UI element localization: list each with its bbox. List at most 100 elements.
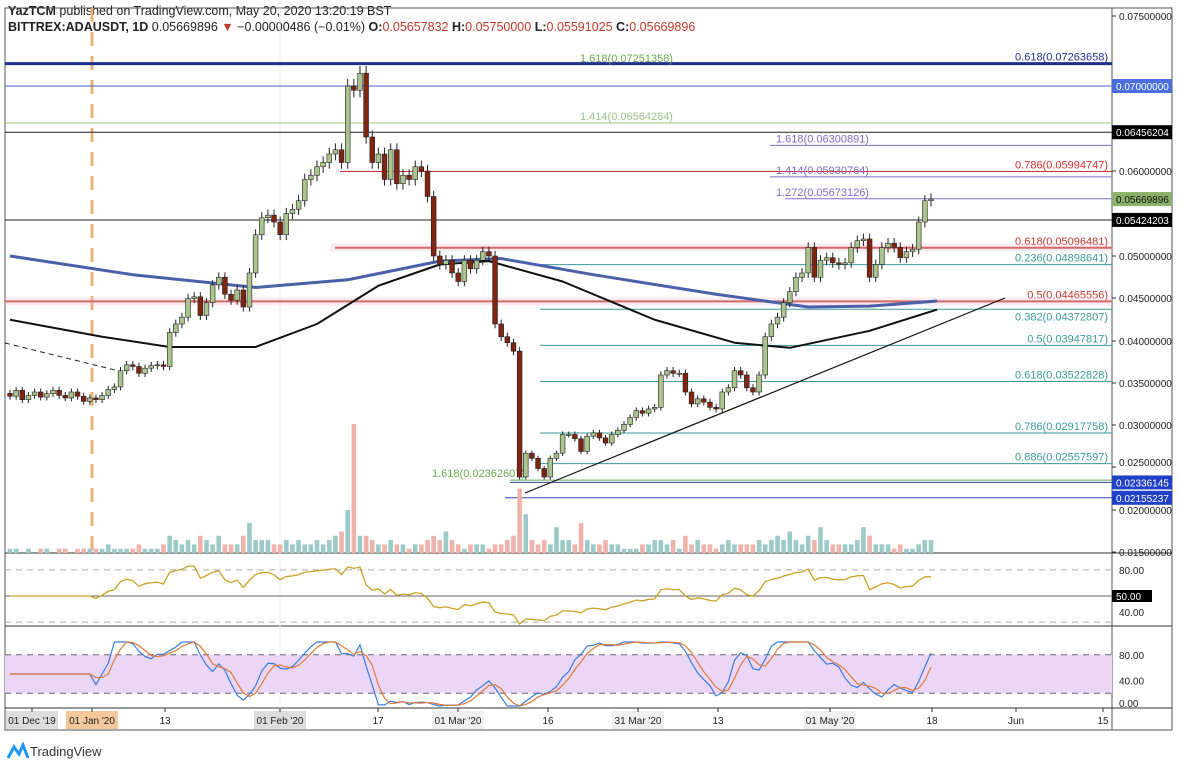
candle-down: [338, 149, 345, 163]
candle-up: [817, 259, 824, 278]
volume-bar: [308, 544, 314, 553]
candle-up: [99, 395, 105, 400]
volume-bar: [609, 544, 615, 553]
candle-down: [93, 397, 99, 400]
volume-bar: [320, 544, 326, 553]
current-price-label: 0.05669896: [1116, 195, 1169, 206]
volume-bar: [75, 548, 80, 553]
candle-up: [756, 374, 762, 393]
ascending-trendline: [524, 297, 1006, 494]
candle-up: [780, 302, 787, 318]
candle-down: [504, 336, 511, 343]
volume-bar: [658, 540, 664, 553]
volume-bar: [535, 544, 541, 553]
volume-bar: [769, 540, 774, 553]
tradingview-logo[interactable]: TradingView: [6, 742, 102, 760]
candle-down: [510, 342, 517, 352]
candle-down: [516, 350, 523, 478]
stoch-d-line: [10, 641, 932, 707]
candle-up: [473, 259, 480, 270]
volume-bar: [805, 535, 811, 553]
rsi-tick-label: 40.00: [1119, 608, 1144, 619]
volume-bar: [873, 544, 879, 553]
volume-bar: [621, 548, 627, 553]
volume-bar: [603, 540, 608, 553]
candle-up: [344, 85, 351, 163]
price-tick-label: 0.02000000: [1119, 506, 1172, 517]
candle-up: [848, 247, 854, 264]
candle-up: [621, 423, 627, 431]
candle-up: [302, 179, 308, 202]
candle-up: [461, 259, 468, 282]
volume-bar: [738, 544, 743, 553]
volume-bar: [486, 548, 492, 553]
candle-up: [922, 200, 928, 223]
high-label: H:: [451, 20, 466, 34]
time-tick-label: 15: [1097, 716, 1109, 727]
volume-bar: [363, 535, 369, 553]
candle-down: [56, 389, 62, 396]
volume-bar: [425, 540, 430, 553]
volume-bar: [627, 548, 633, 553]
volume-bar: [744, 544, 750, 553]
candle-up: [664, 370, 670, 376]
rsi-tag: [1112, 590, 1152, 602]
volume-bar: [339, 531, 344, 553]
price-tick-label: 0.06000000: [1119, 167, 1172, 178]
candle-down: [74, 391, 81, 397]
price-tick-label: 0.04500000: [1119, 294, 1172, 305]
volume-bar: [167, 535, 172, 553]
volume-bar: [351, 424, 357, 553]
symbol[interactable]: BITTREX:ADAUSDT, 1D: [8, 20, 149, 34]
price-change: −0.00000486 (−0.01%): [237, 20, 366, 34]
candle-up: [357, 72, 363, 91]
candle-down: [222, 276, 228, 295]
candle-up: [873, 264, 879, 278]
volume-bar: [701, 544, 707, 553]
price-tag: [1112, 475, 1172, 490]
volume-bar: [302, 544, 308, 553]
volume-bar: [787, 531, 793, 553]
price-tag-label: 0.02155237: [1116, 494, 1169, 505]
time-tick-label: 01 Jan '20: [69, 716, 115, 727]
candle-up: [412, 166, 418, 180]
candle-up: [774, 316, 781, 325]
volume-bar: [670, 540, 676, 553]
fib-level-label: 0.5(0.03947817): [1027, 333, 1108, 345]
volume-bar: [898, 544, 903, 553]
candle-up: [259, 217, 265, 236]
volume-bar: [277, 544, 283, 553]
time-tick-label: 01 Feb '20: [257, 716, 304, 727]
candle-down: [449, 259, 455, 274]
candle-up: [252, 234, 259, 274]
candle-up: [627, 417, 633, 425]
time-tick-label: 18: [926, 716, 938, 727]
volume-bar: [455, 544, 461, 553]
volume-bar: [345, 510, 350, 553]
time-label-box: [804, 711, 856, 729]
volume-bar: [234, 544, 240, 553]
volume-bar: [922, 540, 928, 553]
volume-bar: [333, 535, 338, 553]
rsi-tick-label: 80.00: [1119, 566, 1144, 577]
volume-bar: [578, 522, 584, 553]
candle-up: [633, 410, 639, 418]
candle-down: [572, 434, 578, 440]
candle-up: [566, 434, 572, 436]
rsi-tag-label: 50.00: [1116, 592, 1141, 603]
candle-up: [216, 276, 222, 286]
price-chart[interactable]: 0.07500000 0.06000000 0.05000000 0.04500000…: [0, 0, 1180, 740]
time-tick-label: 13: [159, 716, 171, 727]
time-label-box: [66, 711, 118, 729]
candle-down: [541, 468, 547, 478]
time-tick-label: 17: [372, 716, 384, 727]
volume-bar: [161, 544, 166, 553]
candle-down: [498, 323, 504, 338]
volume-bar: [13, 548, 19, 553]
volume-bar: [799, 544, 805, 553]
volume-bar: [369, 540, 375, 553]
price-tag-label: 0.07000000: [1116, 82, 1169, 93]
stoch-k-line: [10, 641, 932, 707]
candle-down: [750, 387, 756, 393]
volume-bar: [400, 544, 406, 553]
